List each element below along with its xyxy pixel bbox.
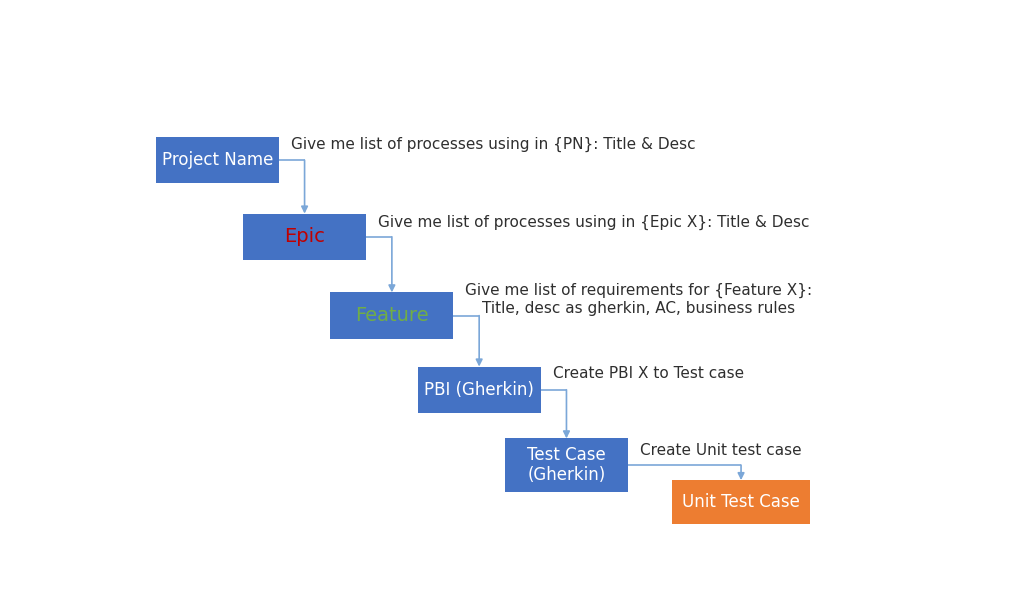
Text: Give me list of requirements for {Feature X}:
Title, desc as gherkin, AC, busine: Give me list of requirements for {Featur… bbox=[465, 283, 812, 315]
Text: Give me list of processes using in {PN}: Title & Desc: Give me list of processes using in {PN}:… bbox=[291, 137, 695, 152]
FancyBboxPatch shape bbox=[156, 137, 279, 184]
FancyBboxPatch shape bbox=[505, 438, 628, 492]
Text: Unit Test Case: Unit Test Case bbox=[682, 493, 800, 511]
Text: PBI (Gherkin): PBI (Gherkin) bbox=[424, 380, 535, 399]
Text: Create PBI X to Test case: Create PBI X to Test case bbox=[553, 366, 743, 381]
FancyBboxPatch shape bbox=[331, 293, 454, 339]
Text: Give me list of processes using in {Epic X}: Title & Desc: Give me list of processes using in {Epic… bbox=[378, 216, 810, 231]
Text: Project Name: Project Name bbox=[162, 151, 273, 169]
Text: Test Case
(Gherkin): Test Case (Gherkin) bbox=[527, 445, 606, 485]
Text: Create Unit test case: Create Unit test case bbox=[640, 442, 802, 458]
FancyBboxPatch shape bbox=[418, 367, 541, 413]
Text: Epic: Epic bbox=[284, 228, 325, 246]
Text: Feature: Feature bbox=[355, 306, 429, 325]
FancyBboxPatch shape bbox=[243, 214, 367, 260]
FancyBboxPatch shape bbox=[672, 480, 811, 524]
